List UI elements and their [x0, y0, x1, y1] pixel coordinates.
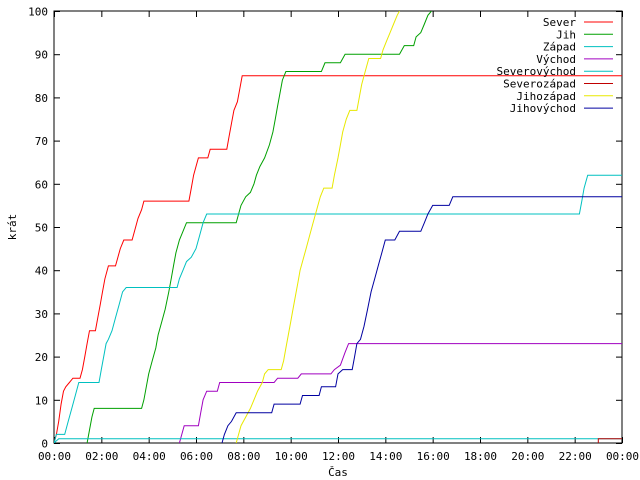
y-tick-label: 50 — [35, 222, 48, 235]
y-tick-label: 90 — [35, 49, 48, 62]
legend: SeverJihZápadVýchodSeverovýchodSeverozáp… — [497, 16, 613, 115]
series-line-2 — [86, 11, 432, 443]
y-tick-label: 70 — [35, 135, 48, 148]
x-tick-label: 14:00 — [369, 450, 402, 463]
series-line-4 — [178, 343, 622, 443]
series-line-3 — [54, 174, 622, 443]
legend-label: Jihovýchod — [510, 102, 576, 115]
y-tick-label: 40 — [35, 265, 48, 278]
y-tick-label: 30 — [35, 308, 48, 321]
y-tick-label: 80 — [35, 92, 48, 105]
series-line-1 — [54, 75, 622, 443]
legend-label: Jihozápad — [516, 90, 576, 103]
axis-ticks: 0 10 20 30 40 50 60 70 80 90 100 00:00 02:00 04:00 06:… — [28, 6, 639, 464]
legend-label: Východ — [536, 53, 576, 66]
x-tick-label: 22:00 — [559, 450, 592, 463]
y-tick-label: 10 — [35, 394, 48, 407]
x-tick-label: 16:00 — [417, 450, 450, 463]
x-tick-label: 06:00 — [180, 450, 213, 463]
x-tick-label: 18:00 — [464, 450, 497, 463]
y-tick-label: 20 — [35, 351, 48, 364]
series-line-5 — [54, 438, 622, 443]
series-line-7 — [235, 11, 400, 443]
y-tick-label: 60 — [35, 178, 48, 191]
x-tick-label: 02:00 — [85, 450, 118, 463]
y-tick-label: 0 — [41, 438, 48, 451]
x-tick-label: 12:00 — [322, 450, 355, 463]
series-lines — [54, 11, 622, 443]
legend-label: Sever — [543, 16, 576, 29]
legend-label: Severozápad — [503, 78, 576, 91]
x-tick-label: 00:00 — [606, 450, 639, 463]
y-tick-label: 100 — [28, 6, 48, 19]
series-line-6 — [597, 438, 622, 443]
series-line-8 — [221, 196, 622, 443]
legend-label: Západ — [543, 41, 576, 54]
x-tick-label: 10:00 — [275, 450, 308, 463]
legend-label: Jih — [556, 28, 576, 41]
legend-label: Severovýchod — [497, 65, 576, 78]
x-axis-title: Čas — [328, 466, 348, 479]
y-axis-title: krát — [6, 214, 19, 241]
x-tick-label: 20:00 — [511, 450, 544, 463]
x-tick-label: 04:00 — [133, 450, 166, 463]
x-tick-label: 08:00 — [227, 450, 260, 463]
x-tick-label: 00:00 — [38, 450, 71, 463]
